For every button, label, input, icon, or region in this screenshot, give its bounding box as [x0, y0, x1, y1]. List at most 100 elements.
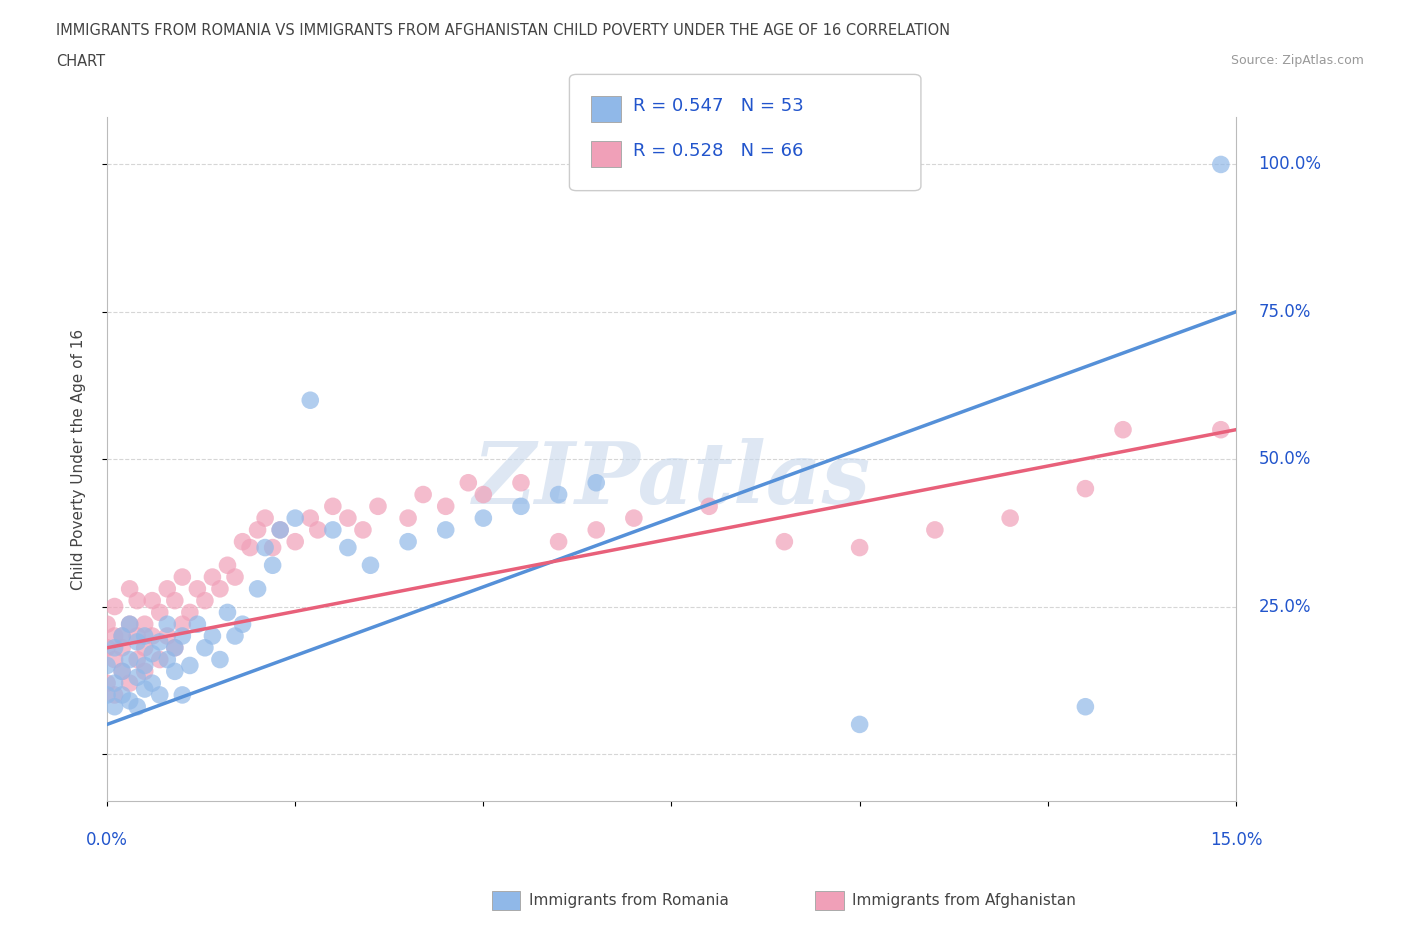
Point [156, 581, 179, 596]
Point [359, 558, 381, 573]
Point [172, 569, 194, 584]
Point [149, 634, 172, 649]
Point [299, 392, 322, 407]
Point [254, 540, 277, 555]
Point [217, 605, 239, 620]
Point [111, 629, 134, 644]
Point [179, 658, 201, 673]
Point [367, 498, 389, 513]
Point [141, 646, 163, 661]
Text: Immigrants from Romania: Immigrants from Romania [529, 893, 728, 908]
Point [848, 717, 870, 732]
Y-axis label: Child Poverty Under the Age of 16: Child Poverty Under the Age of 16 [72, 328, 86, 590]
Point [149, 687, 172, 702]
Text: Source: ZipAtlas.com: Source: ZipAtlas.com [1230, 54, 1364, 67]
Point [141, 676, 163, 691]
Point [307, 523, 329, 538]
Point [104, 687, 127, 702]
Point [96, 617, 118, 631]
Point [352, 523, 374, 538]
Point [284, 511, 307, 525]
Point [269, 523, 291, 538]
Text: ZIPatlas: ZIPatlas [472, 438, 870, 522]
Point [224, 569, 246, 584]
Point [510, 475, 533, 490]
Point [186, 581, 208, 596]
Text: R = 0.547   N = 53: R = 0.547 N = 53 [633, 97, 803, 114]
Point [396, 534, 419, 549]
Point [1209, 157, 1232, 172]
Point [201, 629, 224, 644]
Text: Immigrants from Afghanistan: Immigrants from Afghanistan [852, 893, 1076, 908]
Point [104, 652, 127, 667]
Point [127, 629, 149, 644]
Point [472, 487, 495, 502]
Point [1074, 481, 1097, 496]
Point [231, 534, 253, 549]
Point [172, 629, 194, 644]
Point [262, 558, 284, 573]
Point [246, 523, 269, 538]
Point [104, 641, 127, 656]
Point [246, 581, 269, 596]
Point [697, 498, 720, 513]
Point [217, 558, 239, 573]
Point [1209, 422, 1232, 437]
Point [224, 629, 246, 644]
Point [254, 511, 277, 525]
Point [118, 652, 141, 667]
Text: 50.0%: 50.0% [1258, 450, 1310, 468]
Point [434, 523, 457, 538]
Point [104, 599, 127, 614]
Point [172, 617, 194, 631]
Point [163, 593, 186, 608]
Point [472, 511, 495, 525]
Point [163, 641, 186, 656]
Text: 25.0%: 25.0% [1258, 597, 1310, 616]
Point [585, 475, 607, 490]
Point [104, 699, 127, 714]
Point [149, 652, 172, 667]
Point [156, 617, 179, 631]
Point [179, 605, 201, 620]
Point [322, 498, 344, 513]
Text: 100.0%: 100.0% [1258, 155, 1322, 174]
Point [96, 676, 118, 691]
Point [547, 534, 569, 549]
Text: R = 0.528   N = 66: R = 0.528 N = 66 [633, 141, 803, 160]
Point [231, 617, 253, 631]
Text: IMMIGRANTS FROM ROMANIA VS IMMIGRANTS FROM AFGHANISTAN CHILD POVERTY UNDER THE A: IMMIGRANTS FROM ROMANIA VS IMMIGRANTS FR… [56, 23, 950, 38]
Point [156, 629, 179, 644]
Point [510, 498, 533, 513]
Point [134, 617, 156, 631]
Point [924, 523, 946, 538]
Point [96, 687, 118, 702]
Point [118, 581, 141, 596]
Point [104, 629, 127, 644]
Point [127, 670, 149, 684]
Point [163, 641, 186, 656]
Point [457, 475, 479, 490]
Point [96, 658, 118, 673]
Point [434, 498, 457, 513]
Point [201, 569, 224, 584]
Point [412, 487, 434, 502]
Point [239, 540, 262, 555]
Point [336, 511, 359, 525]
Point [111, 687, 134, 702]
Point [163, 664, 186, 679]
Point [194, 593, 217, 608]
Point [141, 629, 163, 644]
Point [104, 676, 127, 691]
Point [118, 617, 141, 631]
Point [111, 664, 134, 679]
Point [1112, 422, 1135, 437]
Point [547, 487, 569, 502]
Point [111, 664, 134, 679]
Point [127, 634, 149, 649]
Point [118, 694, 141, 709]
Point [156, 652, 179, 667]
Point [149, 605, 172, 620]
Point [127, 593, 149, 608]
Point [134, 664, 156, 679]
